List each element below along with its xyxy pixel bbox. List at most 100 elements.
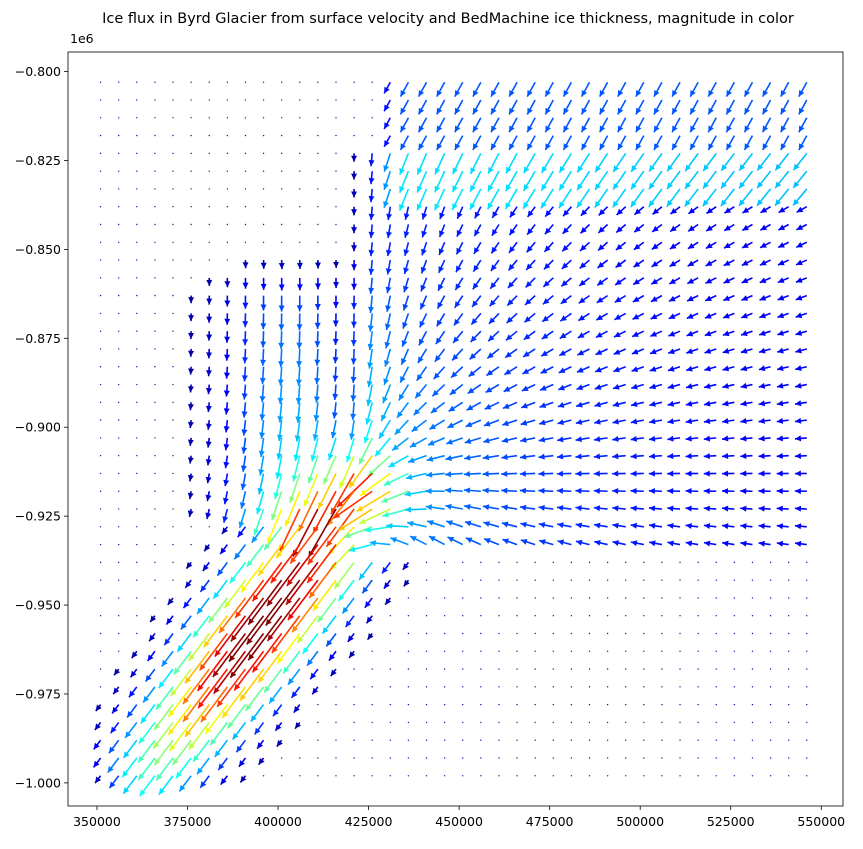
vector-arrow <box>792 170 808 189</box>
vector-arrow <box>266 508 283 544</box>
vector-arrow <box>625 650 627 652</box>
vector-arrow <box>389 632 392 635</box>
vector-arrow <box>715 561 717 564</box>
vector-arrow <box>635 81 645 98</box>
vector-arrow <box>740 382 753 389</box>
vector-arrow <box>280 117 283 119</box>
vector-arrow <box>668 294 681 303</box>
vector-arrow <box>703 435 717 442</box>
vector-arrow <box>462 739 464 741</box>
vector-arrow <box>598 206 609 216</box>
vector-arrow <box>172 170 174 172</box>
vector-arrow <box>490 81 500 98</box>
vector-arrow <box>208 81 210 83</box>
vector-arrow <box>761 99 772 115</box>
vector-arrow <box>99 366 102 368</box>
vector-arrow <box>661 757 663 759</box>
vector-arrow <box>524 295 536 306</box>
vector-arrow <box>667 348 681 355</box>
vector-arrow <box>776 365 789 372</box>
vector-arrow <box>787 597 790 599</box>
vector-arrow <box>751 686 754 688</box>
vector-arrow <box>455 241 464 255</box>
vector-arrow <box>312 579 337 612</box>
vector-arrow <box>777 223 790 231</box>
vector-arrow <box>721 505 735 512</box>
vector-arrow <box>332 313 339 327</box>
vector-arrow <box>612 383 626 390</box>
vector-arrow <box>540 170 554 192</box>
vector-arrow <box>190 170 192 172</box>
vector-arrow <box>417 348 428 364</box>
vector-arrow <box>612 188 627 208</box>
vector-arrow <box>472 117 482 133</box>
vector-arrow <box>725 135 736 151</box>
vector-arrow <box>606 561 609 564</box>
vector-arrow <box>353 739 355 741</box>
vector-arrow <box>407 668 410 670</box>
vector-arrow <box>505 330 518 341</box>
vector-arrow <box>433 366 446 380</box>
vector-arrow <box>368 171 375 185</box>
vector-arrow <box>107 757 120 774</box>
vector-arrow <box>99 508 102 510</box>
vector-arrow <box>643 721 645 724</box>
vector-arrow <box>806 721 808 724</box>
vector-arrow <box>740 453 753 460</box>
vector-arrow <box>129 668 138 678</box>
vector-arrow <box>539 401 554 409</box>
vector-arrow <box>741 259 753 267</box>
vector-arrow <box>777 330 789 336</box>
vector-arrow <box>407 520 427 528</box>
vector-arrow <box>436 295 446 309</box>
vector-arrow <box>108 739 120 754</box>
vector-arrow <box>777 241 790 249</box>
vector-arrow <box>525 277 536 289</box>
vector-arrow <box>633 241 645 251</box>
vector-arrow <box>205 384 212 395</box>
vector-arrow <box>208 597 228 624</box>
vector-arrow <box>262 152 265 155</box>
vector-arrow <box>136 526 138 528</box>
vector-arrow <box>516 615 518 617</box>
vector-arrow <box>239 668 265 702</box>
vector-arrow <box>154 561 156 564</box>
vector-arrow <box>172 401 174 404</box>
vector-arrow <box>425 615 428 617</box>
vector-arrow <box>613 330 627 338</box>
vector-arrow <box>715 668 717 670</box>
vector-arrow <box>244 170 247 172</box>
vector-arrow <box>154 419 156 421</box>
vector-arrow <box>606 686 609 688</box>
vector-arrow <box>359 472 391 497</box>
vector-arrow <box>335 757 337 759</box>
vector-arrow <box>679 757 681 759</box>
vector-arrow <box>685 400 699 407</box>
vector-arrow <box>295 366 302 386</box>
vector-arrow <box>687 241 699 250</box>
vector-arrow <box>366 366 373 388</box>
vector-arrow <box>486 366 500 377</box>
vector-arrow <box>777 259 790 266</box>
vector-arrow <box>625 739 627 741</box>
vector-arrow <box>758 488 771 495</box>
vector-arrow <box>250 704 265 723</box>
vector-arrow <box>798 99 808 115</box>
vector-arrow <box>438 241 446 256</box>
vector-arrow <box>661 739 663 741</box>
vector-arrow <box>228 615 265 663</box>
vector-arrow <box>99 99 102 101</box>
vector-arrow <box>480 703 482 706</box>
vector-arrow <box>552 721 554 724</box>
vector-arrow <box>154 117 156 119</box>
vector-arrow <box>208 117 210 119</box>
vector-arrow <box>504 188 518 210</box>
vector-arrow <box>317 223 319 226</box>
vector-arrow <box>154 81 156 83</box>
vector-arrow <box>630 188 645 208</box>
vector-arrow <box>577 312 590 322</box>
vector-arrow <box>649 540 663 547</box>
vector-arrow <box>795 312 808 319</box>
vector-arrow <box>299 757 301 759</box>
vector-arrow <box>154 206 156 208</box>
